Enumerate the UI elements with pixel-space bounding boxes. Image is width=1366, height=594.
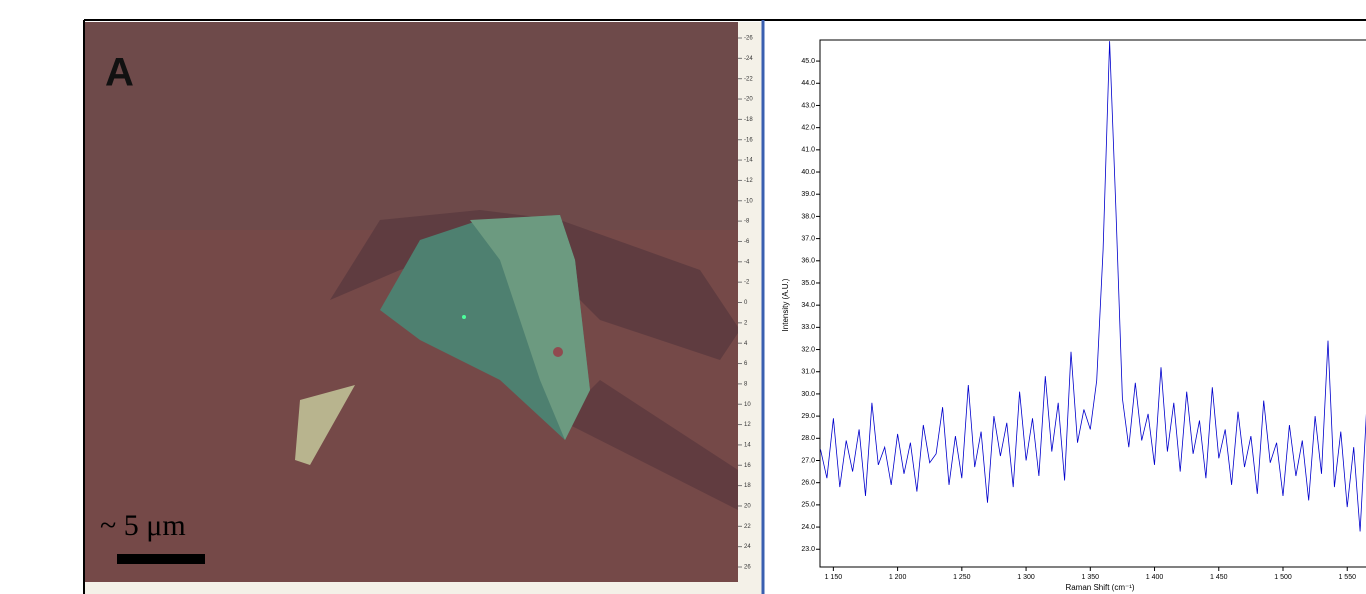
- panel-label: A: [105, 51, 134, 95]
- y-tick-label: 42.0: [801, 124, 815, 131]
- ruler-label: 10: [744, 402, 751, 408]
- y-tick-label: 34.0: [801, 302, 815, 309]
- y-tick-label: 37.0: [801, 235, 815, 242]
- x-tick-label: 1 200: [889, 574, 907, 581]
- y-tick-label: 25.0: [801, 502, 815, 509]
- ruler-label: -20: [744, 97, 753, 103]
- x-tick-label: 1 550: [1338, 574, 1356, 581]
- ruler-label: -12: [744, 178, 753, 184]
- y-tick-label: 36.0: [801, 258, 815, 265]
- ruler-label: 26: [744, 565, 751, 571]
- ruler-label: -10: [744, 198, 753, 204]
- y-tick-label: 40.0: [801, 169, 815, 176]
- scale-bar-label: ~ 5 μm: [100, 509, 186, 542]
- y-tick-label: 41.0: [801, 147, 815, 154]
- ruler-label: -14: [744, 158, 753, 164]
- y-tick-label: 27.0: [801, 457, 815, 464]
- y-tick-label: 24.0: [801, 524, 815, 531]
- ruler-label: 20: [744, 504, 751, 510]
- y-tick-label: 29.0: [801, 413, 815, 420]
- ruler-label: -2: [744, 280, 750, 286]
- ruler-label: -22: [744, 76, 753, 82]
- y-tick-label: 38.0: [801, 213, 815, 220]
- y-tick-label: 33.0: [801, 324, 815, 331]
- y-tick-label: 28.0: [801, 435, 815, 442]
- ruler-label: -26: [744, 36, 753, 42]
- ruler-label: -4: [744, 259, 750, 265]
- ruler-label: 14: [744, 443, 751, 449]
- y-tick-label: 30.0: [801, 391, 815, 398]
- ruler-label: 16: [744, 463, 751, 469]
- y-tick-label: 23.0: [801, 546, 815, 553]
- ruler-label: -16: [744, 137, 753, 143]
- x-tick-label: 1 250: [953, 574, 971, 581]
- y-tick-label: 43.0: [801, 102, 815, 109]
- figure: A ~ 5 μm -26 -24 -22 -20 -18 -16 -14 -12 -10 -8 -6…: [0, 0, 1366, 594]
- y-axis-label: Intensity (A.U.): [781, 278, 790, 331]
- ruler-label: -24: [744, 56, 753, 62]
- x-tick-label: 1 150: [825, 574, 843, 581]
- y-tick-label: 32.0: [801, 346, 815, 353]
- ruler-label: 12: [744, 422, 751, 428]
- y-tick-label: 39.0: [801, 191, 815, 198]
- ruler-label: 18: [744, 483, 751, 489]
- ruler-label: -18: [744, 117, 753, 123]
- x-tick-label: 1 300: [1017, 574, 1035, 581]
- y-tick-label: 44.0: [801, 80, 815, 87]
- y-tick-label: 35.0: [801, 280, 815, 287]
- ruler-label: 24: [744, 544, 751, 550]
- x-tick-label: 1 400: [1146, 574, 1164, 581]
- x-axis-label: Raman Shift (cm⁻¹): [1065, 583, 1134, 592]
- x-tick-label: 1 450: [1210, 574, 1228, 581]
- y-tick-label: 45.0: [801, 58, 815, 65]
- ruler-label: 22: [744, 524, 751, 530]
- microscope-image: [85, 22, 762, 594]
- x-tick-label: 1 500: [1274, 574, 1292, 581]
- ruler-label: -6: [744, 239, 750, 245]
- x-tick-label: 1 350: [1082, 574, 1100, 581]
- y-tick-label: 26.0: [801, 480, 815, 487]
- ruler-label: -8: [744, 219, 750, 225]
- y-tick-label: 31.0: [801, 369, 815, 376]
